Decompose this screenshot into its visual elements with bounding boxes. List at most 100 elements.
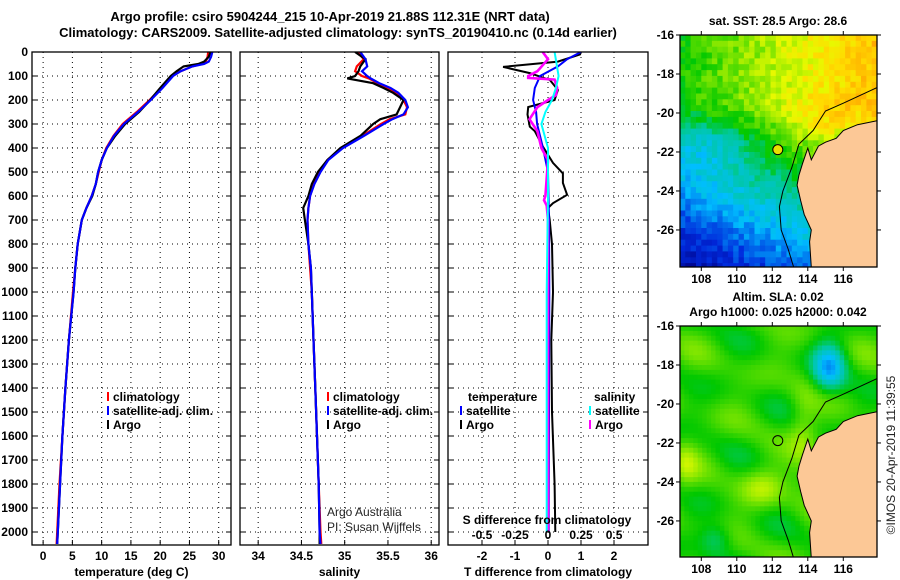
map-cell [797, 233, 803, 241]
map-cell [795, 335, 801, 342]
map-cell [754, 87, 761, 94]
map-cell [786, 233, 793, 241]
map-cell [680, 146, 686, 153]
map-cell [684, 462, 690, 468]
map-cell [715, 355, 721, 361]
map-cell [786, 340, 792, 347]
map-cell [702, 365, 708, 371]
map-cell [759, 146, 766, 153]
map-cell [861, 365, 867, 371]
map-cell [759, 58, 766, 65]
map-cell [773, 462, 779, 468]
map-cell [777, 330, 783, 337]
map-cell [701, 228, 708, 235]
map-cell [688, 511, 694, 517]
map-cell [688, 555, 694, 557]
map-cell [790, 438, 796, 444]
map-cell [693, 477, 699, 483]
map-cell [830, 413, 836, 420]
map-cell [722, 175, 729, 182]
map-cell [844, 408, 850, 415]
map-cell [696, 251, 702, 258]
map-cell [724, 369, 730, 376]
map-cell [802, 93, 809, 100]
map-cell [742, 365, 748, 371]
map-cell [727, 128, 734, 135]
map-cell [770, 222, 777, 229]
map-cell [749, 204, 756, 211]
map-cell [770, 157, 777, 165]
map-cell [848, 330, 854, 337]
map-cell [685, 134, 692, 141]
map-cell [834, 52, 841, 59]
map-cell [684, 330, 690, 337]
x-tick-label: 34.5 [290, 549, 314, 563]
map-cell [680, 428, 685, 434]
map-cell [719, 423, 725, 429]
map-cell [711, 389, 717, 395]
map-cell [773, 413, 779, 420]
map-cell [733, 345, 739, 351]
axes-frame [239, 51, 440, 546]
map-cell [742, 423, 748, 429]
map-cell [746, 418, 752, 425]
map-cell [755, 520, 761, 527]
map-cell [733, 187, 740, 194]
map-cell [802, 228, 809, 235]
map-cell [754, 99, 761, 106]
map-cell [693, 467, 699, 473]
map-cell [719, 365, 725, 371]
map-cell [737, 360, 743, 366]
map-cell [786, 163, 793, 171]
map-cell [770, 251, 777, 258]
map-cell [751, 477, 756, 483]
map-cell [737, 486, 743, 493]
map-cell [777, 423, 783, 429]
map-cell [759, 263, 766, 267]
map-cell [697, 481, 703, 488]
map-cell [690, 228, 697, 235]
map-cell [871, 81, 877, 89]
map-cell [685, 198, 692, 206]
map-cell [706, 438, 712, 444]
map-cell [702, 433, 708, 439]
map-cell [724, 389, 730, 395]
map-cell [693, 379, 699, 386]
map-cell [764, 330, 770, 337]
map-cell [706, 70, 713, 77]
map-cell [770, 40, 777, 48]
map-cell [746, 530, 752, 537]
map-cell [791, 175, 798, 182]
map-cell [773, 520, 779, 527]
map-cell [728, 467, 734, 473]
map-cell [782, 408, 787, 415]
map-cell [850, 70, 857, 77]
map-cell [855, 75, 862, 83]
map-cell [834, 81, 841, 89]
map-cell [743, 181, 750, 188]
map-cell [786, 239, 793, 247]
map-cell [733, 535, 739, 542]
map-cell [802, 146, 809, 153]
map-cell [746, 545, 752, 551]
map-cell [755, 360, 761, 366]
map-cell [808, 365, 814, 371]
map-cell [795, 369, 801, 376]
map-cell [786, 99, 793, 106]
map-cell [764, 457, 770, 464]
map-cell [786, 35, 793, 42]
map-cell [690, 204, 697, 211]
map-cell [870, 355, 876, 361]
map-cell [877, 222, 883, 228]
map-cell [749, 99, 756, 106]
map-cell [755, 433, 761, 439]
map-cell [684, 443, 690, 449]
map-cell [830, 365, 836, 371]
map-cell [765, 257, 772, 264]
map-cell [727, 122, 734, 130]
map-cell [765, 99, 772, 106]
map-cell [751, 467, 756, 473]
map-cell [738, 216, 745, 223]
map-cell [688, 389, 694, 395]
map-cell [751, 365, 756, 371]
